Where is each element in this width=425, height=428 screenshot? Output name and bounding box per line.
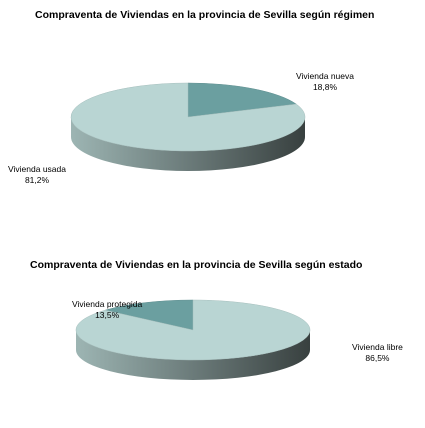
pie-regimen xyxy=(70,82,306,171)
label-value: 81,2% xyxy=(24,175,50,185)
chart-estado: Compraventa de Viviendas en la provincia… xyxy=(0,250,425,428)
slice-label-vivienda-usada: Vivienda usada 81,2% xyxy=(8,164,66,186)
label-value: 13,5% xyxy=(95,310,120,320)
chart-regimen: Compraventa de Viviendas en la provincia… xyxy=(8,9,375,186)
label-value: 18,8% xyxy=(312,82,338,92)
label-name: Vivienda libre xyxy=(352,342,403,352)
slice-label-vivienda-nueva: Vivienda nueva 18,8% xyxy=(296,71,354,93)
pie-estado xyxy=(75,299,311,380)
pie-slice-vivienda-libre xyxy=(75,299,311,361)
pie-slice-vivienda-protegida xyxy=(105,299,194,331)
label-value: 86,5% xyxy=(365,353,390,363)
chart-title: Compraventa de Viviendas en la provincia… xyxy=(30,259,363,271)
slice-label-vivienda-protegida: Vivienda protegida 13,5% xyxy=(72,299,142,321)
slice-label-vivienda-libre: Vivienda libre 86,5% xyxy=(352,342,403,364)
pie-slice-vivienda-usada xyxy=(70,82,306,152)
pie-slice-side xyxy=(76,330,310,380)
pie-slice-side xyxy=(71,117,305,171)
label-name: Vivienda protegida xyxy=(72,299,143,309)
label-name: Vivienda nueva xyxy=(296,71,354,81)
pie-slice-vivienda-nueva xyxy=(187,82,297,118)
chart-title: Compraventa de Viviendas en la provincia… xyxy=(35,9,375,21)
label-name: Vivienda usada xyxy=(8,164,66,174)
